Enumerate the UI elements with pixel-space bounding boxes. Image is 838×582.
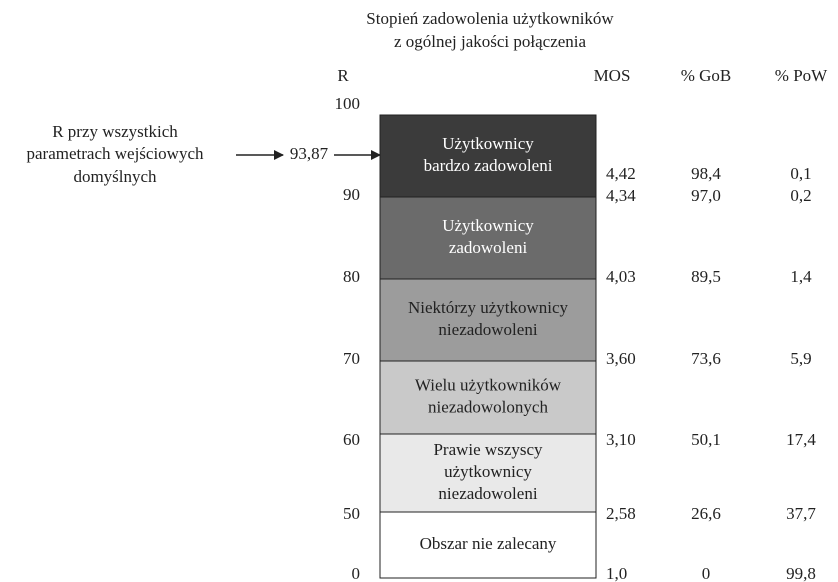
band-label: niezadowoleni — [438, 320, 537, 339]
band-label: Niektórzy użytkownicy — [408, 298, 569, 317]
row-value: 89,5 — [691, 267, 721, 286]
row-value: 2,58 — [606, 504, 636, 523]
row-value: 37,7 — [786, 504, 816, 523]
band — [379, 196, 597, 280]
r-label: 0 — [352, 564, 361, 582]
row-value: 50,1 — [691, 430, 721, 449]
row-value: 73,6 — [691, 349, 721, 368]
row-value: 97,0 — [691, 186, 721, 205]
band-label: niezadowolonych — [428, 397, 548, 416]
row-value: 0,1 — [790, 164, 811, 183]
row-value: 99,8 — [786, 564, 816, 582]
band — [379, 433, 597, 513]
band — [379, 278, 597, 362]
row-value: 1,0 — [606, 564, 627, 582]
title-line: z ogólnej jakości połączenia — [394, 32, 587, 51]
band — [379, 114, 597, 198]
row-value: 0,2 — [790, 186, 811, 205]
title-line: Stopień zadowolenia użytkowników — [366, 9, 614, 28]
band — [379, 511, 597, 579]
row-value: 4,34 — [606, 186, 636, 205]
annotation-line: R przy wszystkich — [52, 122, 178, 141]
row-value: 4,03 — [606, 267, 636, 286]
row-value: 0 — [702, 564, 711, 582]
band-label: Użytkownicy — [442, 134, 534, 153]
band-label: Użytkownicy — [442, 216, 534, 235]
row-value: 1,4 — [790, 267, 812, 286]
row-value: 3,60 — [606, 349, 636, 368]
band-label: użytkownicy — [444, 462, 532, 481]
r-label: 90 — [343, 185, 360, 204]
r-label: 60 — [343, 430, 360, 449]
band-label: Wielu użytkowników — [415, 375, 562, 394]
band-label: Obszar nie zalecany — [420, 534, 557, 553]
r-label: 70 — [343, 349, 360, 368]
band-label: Prawie wszyscy — [433, 440, 543, 459]
column-header: % PoW — [775, 66, 828, 85]
scale: Użytkownicy bardzo zadowoleni Użytkownicy z… — [335, 94, 817, 582]
r-label: 80 — [343, 267, 360, 286]
row-value: 26,6 — [691, 504, 721, 523]
annotation-line: parametrach wejściowych — [27, 144, 204, 163]
column-header: % GoB — [681, 66, 732, 85]
r-label: 50 — [343, 504, 360, 523]
band-label: bardzo zadowoleni — [424, 156, 553, 175]
r-label: 100 — [335, 94, 361, 113]
annotation-value: 93,87 — [290, 144, 329, 163]
row-value: 98,4 — [691, 164, 721, 183]
column-header: R — [337, 66, 349, 85]
row-value: 5,9 — [790, 349, 811, 368]
band-label: zadowoleni — [449, 238, 528, 257]
column-header: MOS — [594, 66, 631, 85]
annotation-line: domyślnych — [73, 167, 157, 186]
band — [379, 360, 597, 435]
band-label: niezadowoleni — [438, 484, 537, 503]
row-value: 17,4 — [786, 430, 816, 449]
row-value: 4,42 — [606, 164, 636, 183]
row-value: 3,10 — [606, 430, 636, 449]
